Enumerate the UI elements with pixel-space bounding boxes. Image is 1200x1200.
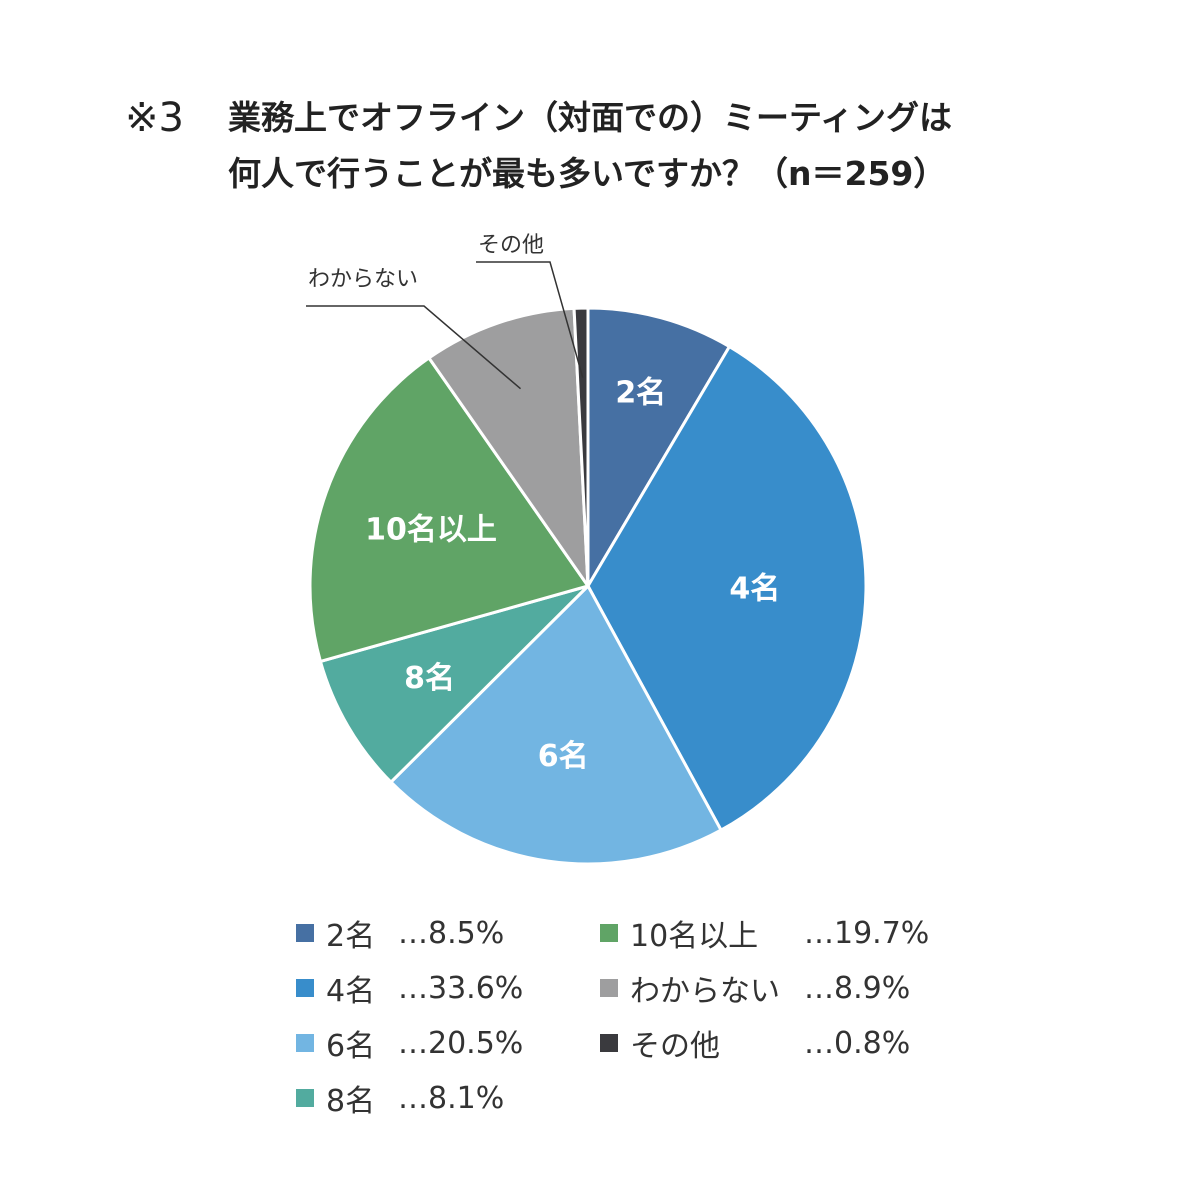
legend-value-4: …8.1% — [398, 1080, 505, 1116]
legend-swatch-2 — [296, 979, 314, 997]
legend-swatch-3 — [296, 1034, 314, 1052]
legend-item-4: 8名 — [296, 1077, 375, 1119]
legend-item-2: 4名 — [296, 967, 375, 1009]
legend-value-5: …19.7% — [804, 915, 930, 951]
callout-line-6 — [306, 305, 522, 390]
pie-slice-label-1: 2名 — [615, 375, 666, 410]
legend-label-4: 8名 — [326, 1084, 376, 1119]
legend-swatch-7 — [600, 1034, 618, 1052]
title-line-2: 何人で行うことが最も多いですか？（n＝259） — [228, 154, 947, 193]
pie-slice-label-4: 8名 — [404, 661, 455, 696]
legend-item-3: 6名 — [296, 1022, 375, 1064]
legend-swatch-1 — [296, 924, 314, 942]
legend-value-7: …0.8% — [804, 1025, 911, 1061]
pie-slice-6 — [427, 306, 590, 588]
pie-slice-4 — [318, 584, 590, 784]
pie-labels: 2名 4名 6名 8名 10名以上 — [365, 375, 780, 774]
legend-label-7: その他 — [630, 1029, 720, 1064]
pie-slice-5 — [308, 356, 590, 663]
legend-item-6: わからない — [600, 967, 780, 1009]
pie-slice-7 — [572, 306, 590, 588]
callout-line-7 — [476, 261, 584, 378]
pie-callouts: わからない その他 — [306, 233, 584, 390]
pie-slices — [308, 306, 868, 866]
pie-slice-label-5: 10名以上 — [365, 512, 497, 547]
legend-swatch-6 — [600, 979, 618, 997]
legend-swatch-5 — [600, 924, 618, 942]
pie-slice-2 — [586, 345, 868, 832]
callout-label-6: わからない — [308, 267, 418, 292]
title-line-1: 業務上でオフライン（対面での）ミーティングは — [228, 98, 953, 137]
legend-label-1: 2名 — [326, 919, 376, 954]
pie-chart: 2名 4名 6名 8名 10名以上 わからない その他 — [306, 233, 868, 866]
callout-label-7: その他 — [478, 233, 544, 258]
legend-label-3: 6名 — [326, 1029, 376, 1064]
legend-item-1: 2名 — [296, 912, 375, 954]
legend-item-7: その他 — [600, 1022, 720, 1064]
legend-swatch-4 — [296, 1089, 314, 1107]
pie-slice-label-2: 4名 — [729, 571, 780, 606]
legend-value-3: …20.5% — [398, 1025, 524, 1061]
title-note-mark: ※3 — [125, 95, 184, 141]
legend-label-2: 4名 — [326, 974, 376, 1009]
legend-label-6: わからない — [630, 974, 780, 1009]
pie-slice-3 — [389, 584, 723, 866]
legend-label-5: 10名以上 — [630, 919, 759, 954]
pie-slice-label-3: 6名 — [538, 739, 589, 774]
pie-slice-1 — [586, 306, 731, 588]
legend-item-5: 10名以上 — [600, 912, 758, 954]
legend-value-1: …8.5% — [398, 915, 505, 951]
legend-value-6: …8.9% — [804, 970, 911, 1006]
legend-value-2: …33.6% — [398, 970, 524, 1006]
